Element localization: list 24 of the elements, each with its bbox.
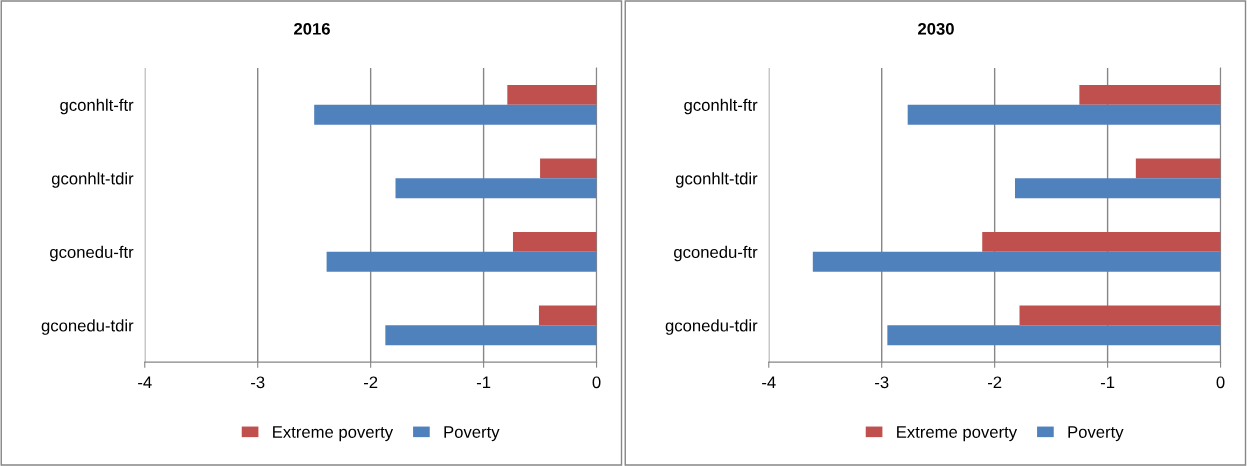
x-tick-label: -2 xyxy=(363,376,378,389)
y-tick-label: gconhlt-tdir xyxy=(51,172,134,188)
x-tick-label: -3 xyxy=(251,376,265,389)
x-tick-label: -2 xyxy=(987,376,1002,389)
chart-title: 2016 xyxy=(294,22,330,35)
x-tick-label: -4 xyxy=(138,376,152,389)
y-tick-label: gconhlt-ftr xyxy=(60,98,134,115)
legend-label: Extreme poverty xyxy=(897,426,1018,442)
x-tick-label: 0 xyxy=(1216,376,1225,389)
y-tick-label: gconhlt-ftr xyxy=(684,98,758,115)
x-tick-label: 0 xyxy=(592,376,601,389)
legend-label: Poverty xyxy=(444,426,500,442)
y-tick-label: gconhlt-tdir xyxy=(675,172,758,188)
chart-title: 2030 xyxy=(918,22,954,35)
legend-label: Poverty xyxy=(1068,426,1124,442)
x-tick-label: -3 xyxy=(875,376,889,389)
y-tick-label: gconedu-ftr xyxy=(674,245,758,262)
x-tick-label: -1 xyxy=(1100,376,1115,389)
y-tick-label: gconedu-tdir xyxy=(665,319,758,335)
legend-label: Extreme poverty xyxy=(273,426,394,442)
x-tick-label: -4 xyxy=(762,376,776,389)
y-tick-label: gconedu-ftr xyxy=(50,245,134,262)
y-tick-label: gconedu-tdir xyxy=(41,319,134,335)
x-tick-label: -1 xyxy=(476,376,491,389)
